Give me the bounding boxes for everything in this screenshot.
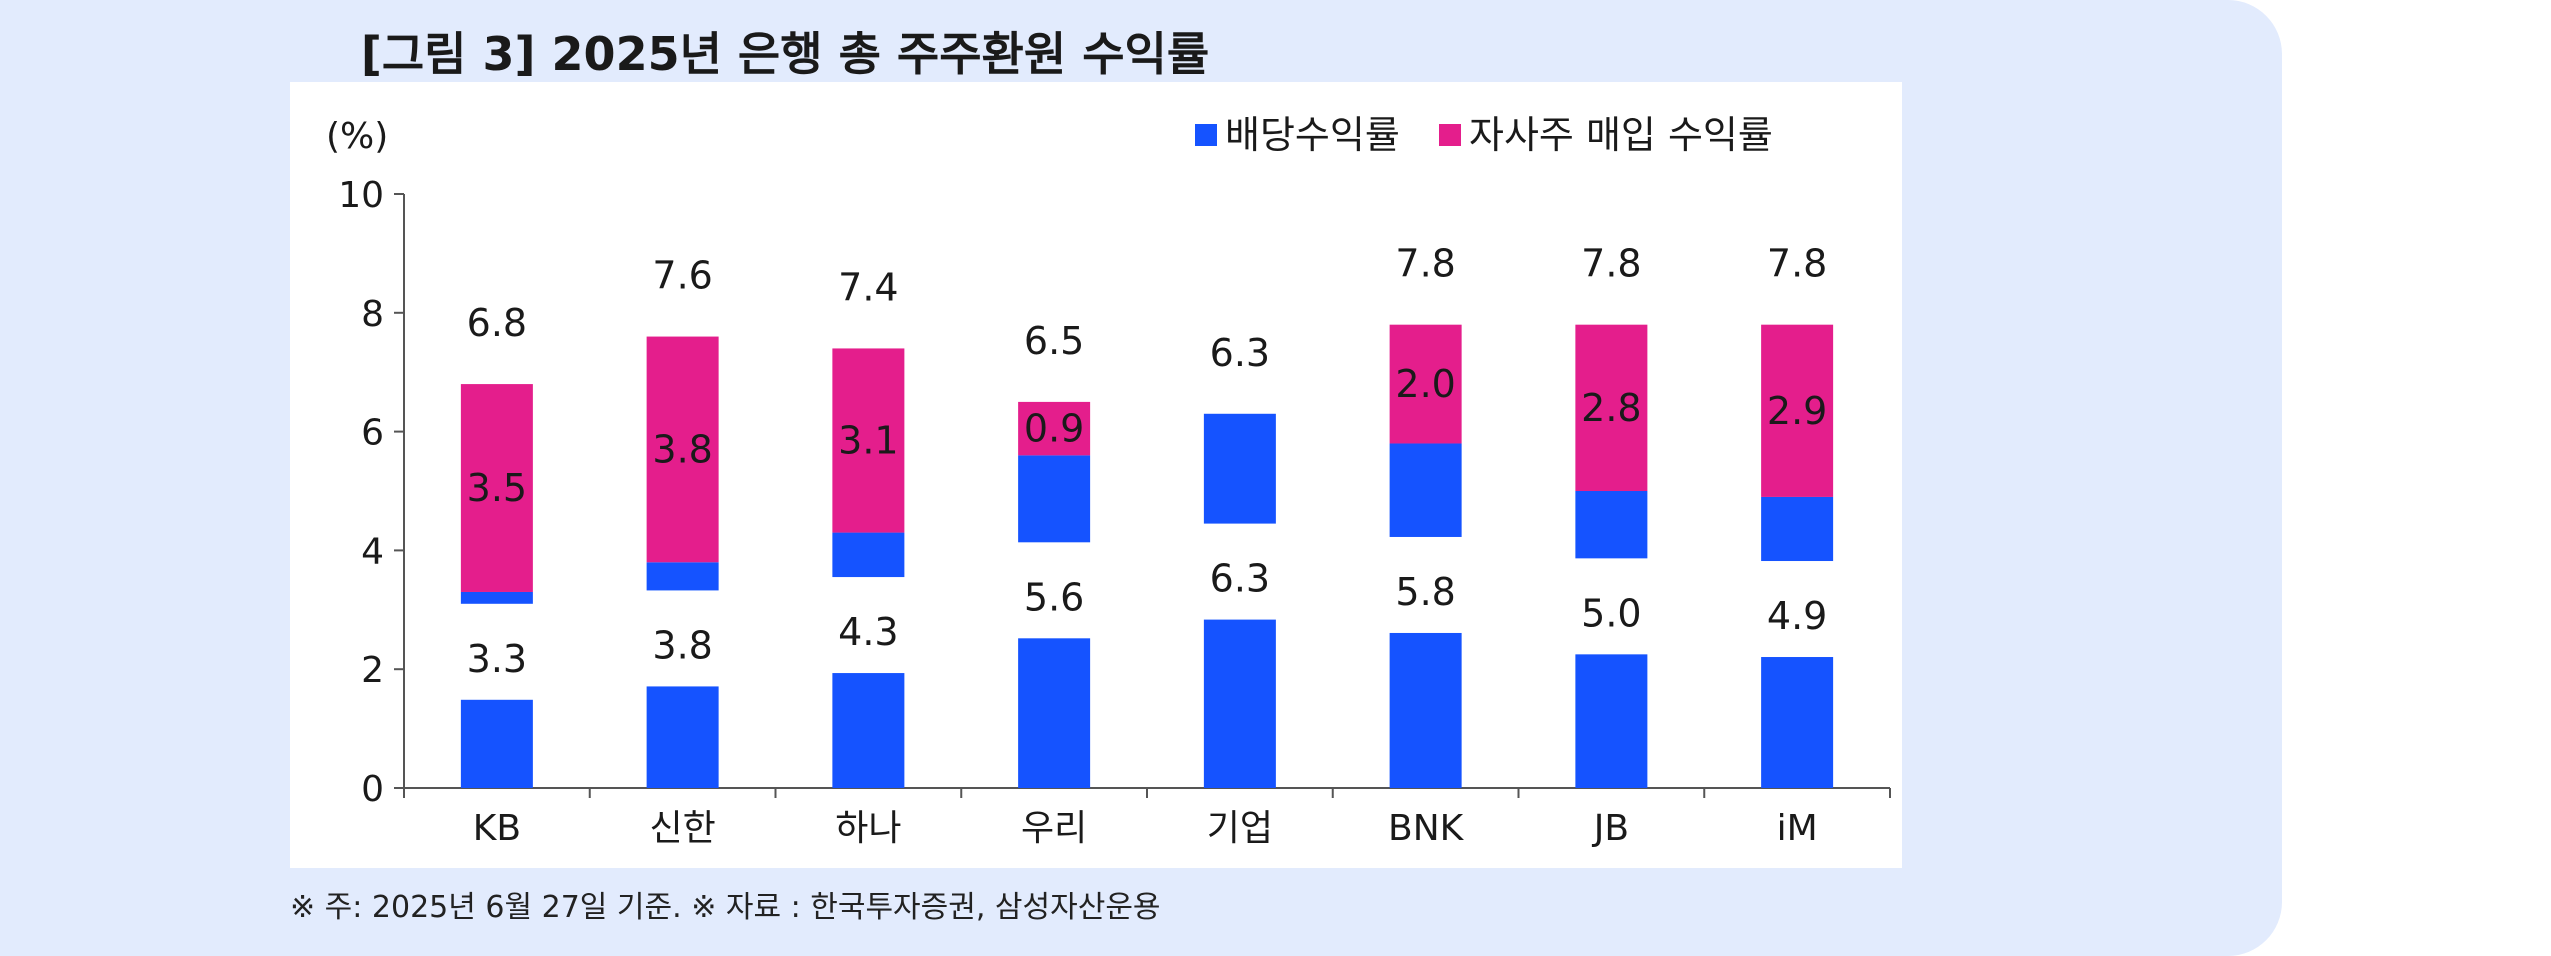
x-category-label: 기업 [1207,808,1273,849]
dividend-value-label: 3.8 [652,623,712,667]
x-category-label: 우리 [1021,808,1087,849]
total-value-label: 7.8 [1395,242,1455,286]
stacked-bar-chart: (%) 0 2 4 6 8 10 3.3 3.5 6.8 KB 3.8 3.8 7.6 신한 4.3 3.1 7.… [326,113,1891,849]
dividend-bar-lower [646,686,719,788]
buyback-bar [1575,324,1648,491]
dividend-bar-lower [1575,654,1648,788]
x-category-label: KB [473,808,521,849]
y-unit-label: (%) [326,116,388,157]
buyback-bar [460,384,533,592]
chart-title: [그림 3] 2025년 은행 총 주주환원 수익률 [360,27,1210,81]
legend-label: 자사주 매입 수익률 [1469,113,1773,157]
total-value-label: 6.3 [1210,331,1270,375]
x-category-label: BNK [1388,808,1465,849]
x-category-label: 하나 [835,808,901,849]
y-tick-label: 4 [361,531,384,572]
x-category-label: iM [1777,808,1818,849]
dividend-bar-upper [1203,413,1276,524]
dividend-value-label: 5.6 [1024,575,1084,619]
dividend-bar-upper [1575,491,1648,559]
buyback-value-label: 3.1 [838,419,898,463]
y-tick-label: 2 [361,650,384,691]
dividend-value-label: 5.8 [1395,570,1455,614]
dividend-bar-upper [646,562,719,591]
total-value-label: 7.6 [652,254,712,298]
buyback-bar [1761,324,1834,497]
dividend-value-label: 4.3 [838,610,898,654]
dividend-bar-upper [1761,496,1834,562]
total-value-label: 6.8 [467,301,527,345]
dividend-bar-upper [1389,443,1462,537]
legend-swatch [1439,124,1461,146]
dividend-bar-lower [1203,619,1276,788]
x-category-label: 신한 [650,808,716,849]
dividend-bar-lower [1018,638,1091,788]
dividend-bar-lower [1761,657,1834,788]
dividend-bar-upper [832,532,905,578]
buyback-value-label: 2.0 [1395,362,1455,406]
dividend-value-label: 5.0 [1581,591,1641,635]
dividend-value-label: 4.9 [1767,594,1827,638]
buyback-value-label: 2.9 [1767,389,1827,433]
dividend-bar-upper [1018,455,1091,543]
y-tick-label: 8 [361,294,384,335]
buyback-bar [1389,324,1462,444]
buyback-value-label: 0.9 [1024,407,1084,451]
dividend-value-label: 3.3 [467,637,527,681]
legend-label: 배당수익률 [1225,113,1400,157]
buyback-bar [832,348,905,533]
y-tick-label: 6 [361,413,384,454]
dividend-value-label: 6.3 [1210,557,1270,601]
total-value-label: 7.8 [1767,242,1827,286]
y-tick-label: 10 [338,175,384,216]
buyback-value-label: 3.5 [467,466,527,510]
total-value-label: 7.4 [838,265,898,309]
footnote: ※ 주: 2025년 6월 27일 기준. ※ 자료 : 한국투자증권, 삼성자… [290,890,1161,925]
dividend-bar-lower [460,699,533,788]
total-value-label: 6.5 [1024,319,1084,363]
chart-area: (%) 0 2 4 6 8 10 3.3 3.5 6.8 KB 3.8 3.8 7.6 신한 4.3 3.1 7.… [290,82,1902,868]
x-category-label: JB [1592,808,1629,849]
buyback-value-label: 3.8 [652,427,712,471]
dividend-bar-upper [460,591,533,604]
dividend-bar-lower [1389,632,1462,788]
buyback-bar [646,336,719,563]
y-tick-label: 0 [361,769,384,810]
buyback-value-label: 2.8 [1581,386,1641,430]
dividend-bar-lower [832,673,905,788]
total-value-label: 7.8 [1581,242,1641,286]
buyback-bar [1018,401,1091,456]
legend-swatch [1195,124,1217,146]
